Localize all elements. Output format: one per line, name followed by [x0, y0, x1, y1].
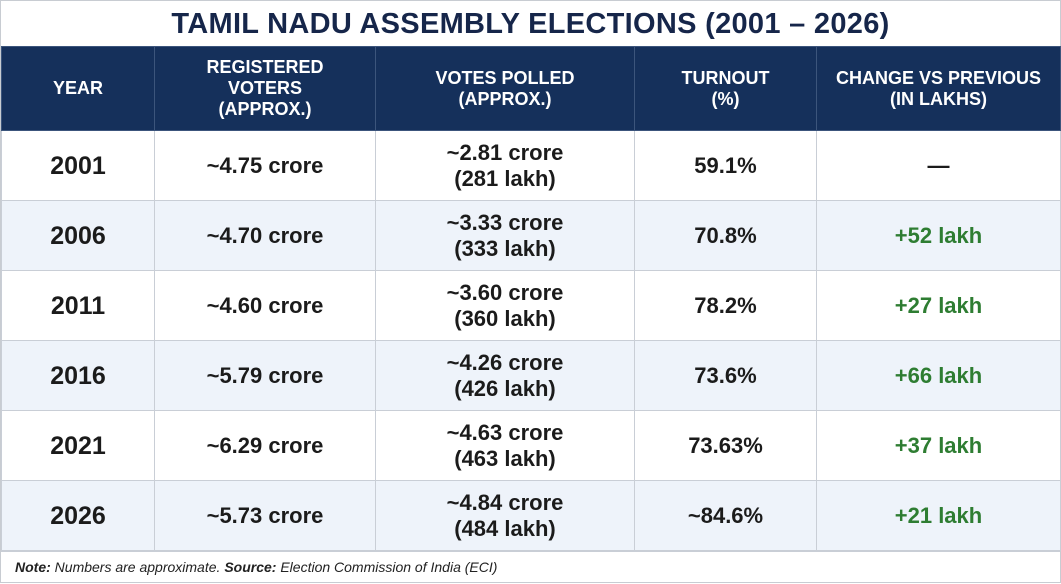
year-cell: 2011 [1, 270, 155, 341]
change-cell: +27 lakh [816, 270, 1061, 341]
votes-polled-cell: ~2.81 crore (281 lakh) [375, 130, 635, 201]
votes-polled-cell: ~4.63 crore (463 lakh) [375, 410, 635, 481]
year-cell: 2001 [1, 130, 155, 201]
header-line: YEAR [52, 78, 103, 98]
source-text: Election Commission of India (ECI) [280, 559, 498, 575]
turnout-cell: 59.1% [634, 130, 817, 201]
year-cell: 2021 [1, 410, 155, 481]
cell-line: (426 lakh) [454, 375, 556, 401]
table-row: 2021 ~6.29 crore ~4.63 crore (463 lakh) 73.6… [1, 410, 1061, 481]
header-line: REGISTERED [206, 57, 324, 77]
table-row: 2016 ~5.79 crore ~4.26 crore (426 lakh) 73.6… [1, 340, 1061, 411]
cell-line: ~3.60 crore [446, 279, 564, 305]
registered-voters-cell: ~4.60 crore [154, 270, 376, 341]
cell-line: (463 lakh) [454, 445, 556, 471]
column-header: VOTES POLLED (APPROX.) [375, 46, 635, 131]
turnout-cell: 70.8% [634, 200, 817, 271]
votes-polled-cell: ~4.84 crore (484 lakh) [375, 480, 635, 551]
cell-line: ~3.33 crore [446, 209, 564, 235]
change-cell: +37 lakh [816, 410, 1061, 481]
header-line: (APPROX.) [458, 88, 552, 109]
registered-voters-cell: ~5.73 crore [154, 480, 376, 551]
title: TAMIL NADU ASSEMBLY ELECTIONS (2001 – 20… [171, 8, 890, 40]
cell-line: (360 lakh) [454, 305, 556, 331]
turnout-cell: 73.6% [634, 340, 817, 411]
header-line: (%) [711, 88, 740, 109]
votes-polled-cell: ~4.26 crore (426 lakh) [375, 340, 635, 411]
year-cell: 2026 [1, 480, 155, 551]
column-header: REGISTERED VOTERS (APPROX.) [154, 46, 376, 131]
footnote: Note: Numbers are approximate. Source: E… [1, 551, 1060, 584]
column-header: TURNOUT (%) [634, 46, 817, 131]
cell-line: ~4.63 crore [446, 419, 564, 445]
registered-voters-cell: ~4.70 crore [154, 200, 376, 271]
source-label: Source: [224, 559, 277, 575]
turnout-cell: ~84.6% [634, 480, 817, 551]
header-line: (IN LAKHS) [890, 88, 987, 109]
votes-polled-cell: ~3.60 crore (360 lakh) [375, 270, 635, 341]
cell-line: ~2.81 crore [446, 139, 564, 165]
cell-line: (281 lakh) [454, 165, 556, 191]
votes-polled-cell: ~3.33 crore (333 lakh) [375, 200, 635, 271]
header-line: VOTERS [227, 78, 302, 98]
cell-line: ~4.84 crore [446, 489, 564, 515]
change-cell: +66 lakh [816, 340, 1061, 411]
change-cell: +21 lakh [816, 480, 1061, 551]
header-line: (APPROX.) [218, 99, 312, 119]
note-label: Note: [15, 559, 51, 575]
table-row: 2001 ~4.75 crore ~2.81 crore (281 lakh) 59.1… [1, 130, 1061, 201]
registered-voters-cell: ~6.29 crore [154, 410, 376, 481]
change-cell: — [816, 130, 1061, 201]
header-line: VOTES POLLED [435, 67, 575, 88]
table-row: 2026 ~5.73 crore ~4.84 crore (484 lakh) ~84.… [1, 480, 1061, 551]
column-header: CHANGE VS PREVIOUS (IN LAKHS) [816, 46, 1061, 131]
header-line: CHANGE VS PREVIOUS [835, 67, 1042, 88]
table-row: 2011 ~4.60 crore ~3.60 crore (360 lakh) 78.2… [1, 270, 1061, 341]
column-header: YEAR [1, 46, 155, 131]
election-table: YEAR REGISTERED VOTERS (APPROX.) VOTES POLLE… [1, 46, 1061, 551]
note-text: Numbers are approximate. [54, 559, 221, 575]
cell-line: ~4.26 crore [446, 349, 564, 375]
year-cell: 2016 [1, 340, 155, 411]
year-cell: 2006 [1, 200, 155, 271]
change-cell: +52 lakh [816, 200, 1061, 271]
turnout-cell: 73.63% [634, 410, 817, 481]
table-row: 2006 ~4.70 crore ~3.33 crore (333 lakh) 70.8… [1, 200, 1061, 271]
registered-voters-cell: ~5.79 crore [154, 340, 376, 411]
header-row: YEAR REGISTERED VOTERS (APPROX.) VOTES POLLE… [1, 46, 1061, 131]
cell-line: (333 lakh) [454, 235, 556, 261]
turnout-cell: 78.2% [634, 270, 817, 341]
header-line: TURNOUT [681, 67, 770, 88]
registered-voters-cell: ~4.75 crore [154, 130, 376, 201]
cell-line: (484 lakh) [454, 515, 556, 541]
